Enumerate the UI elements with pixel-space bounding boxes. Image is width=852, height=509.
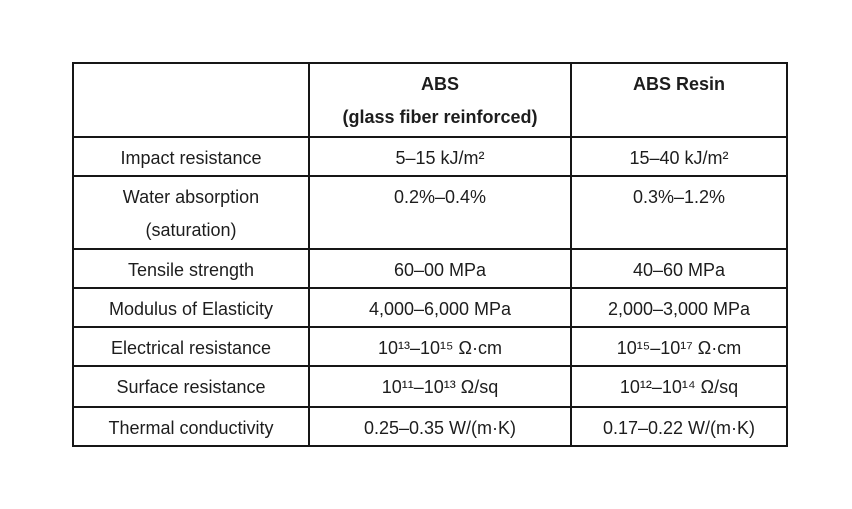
property-cell: Impact resistance	[72, 136, 310, 177]
properties-table: ABS (glass fiber reinforced) ABS Resin I…	[72, 62, 788, 447]
property-cell: Electrical resistance	[72, 326, 310, 367]
property-cell: Modulus of Elasticity	[72, 287, 310, 328]
value-cell-abs-resin: 10¹²–10¹⁴ Ω/sq	[570, 365, 788, 408]
table-row-surface-resistance: Surface resistance 10¹¹–10¹³ Ω/sq 10¹²–1…	[72, 365, 788, 408]
value-cell-abs-resin: 10¹⁵–10¹⁷ Ω·cm	[570, 326, 788, 367]
property-cell: Thermal conductivity	[72, 406, 310, 447]
value-cell-abs-glass-fiber: 0.2%–0.4%	[308, 175, 572, 250]
table-row-thermal-conductivity: Thermal conductivity 0.25–0.35 W/(m·K) 0…	[72, 406, 788, 447]
table-row-impact-resistance: Impact resistance 5–15 kJ/m² 15–40 kJ/m²	[72, 136, 788, 177]
table-row-tensile-strength: Tensile strength 60–00 MPa 40–60 MPa	[72, 248, 788, 289]
value-cell-abs-glass-fiber: 10¹¹–10¹³ Ω/sq	[308, 365, 572, 408]
value-cell-abs-glass-fiber: 5–15 kJ/m²	[308, 136, 572, 177]
value-cell-abs-resin: 40–60 MPa	[570, 248, 788, 289]
header-abs-glass-fiber: ABS (glass fiber reinforced)	[308, 62, 572, 138]
value-cell-abs-glass-fiber: 0.25–0.35 W/(m·K)	[308, 406, 572, 447]
value-cell-abs-resin: 0.3%–1.2%	[570, 175, 788, 250]
header-property-cell	[72, 62, 310, 138]
value-cell-abs-glass-fiber: 4,000–6,000 MPa	[308, 287, 572, 328]
value-cell-abs-glass-fiber: 60–00 MPa	[308, 248, 572, 289]
value-cell-abs-resin: 15–40 kJ/m²	[570, 136, 788, 177]
property-cell: Surface resistance	[72, 365, 310, 408]
table-row-water-absorption: Water absorption (saturation) 0.2%–0.4% …	[72, 175, 788, 250]
property-cell: Tensile strength	[72, 248, 310, 289]
value-cell-abs-resin: 2,000–3,000 MPa	[570, 287, 788, 328]
header-row: ABS (glass fiber reinforced) ABS Resin	[72, 62, 788, 138]
value-cell-abs-glass-fiber: 10¹³–10¹⁵ Ω·cm	[308, 326, 572, 367]
table-row-electrical-resistance: Electrical resistance 10¹³–10¹⁵ Ω·cm 10¹…	[72, 326, 788, 367]
property-cell: Water absorption (saturation)	[72, 175, 310, 250]
table-row-modulus-of-elasticity: Modulus of Elasticity 4,000–6,000 MPa 2,…	[72, 287, 788, 328]
value-cell-abs-resin: 0.17–0.22 W/(m·K)	[570, 406, 788, 447]
header-abs-resin: ABS Resin	[570, 62, 788, 138]
